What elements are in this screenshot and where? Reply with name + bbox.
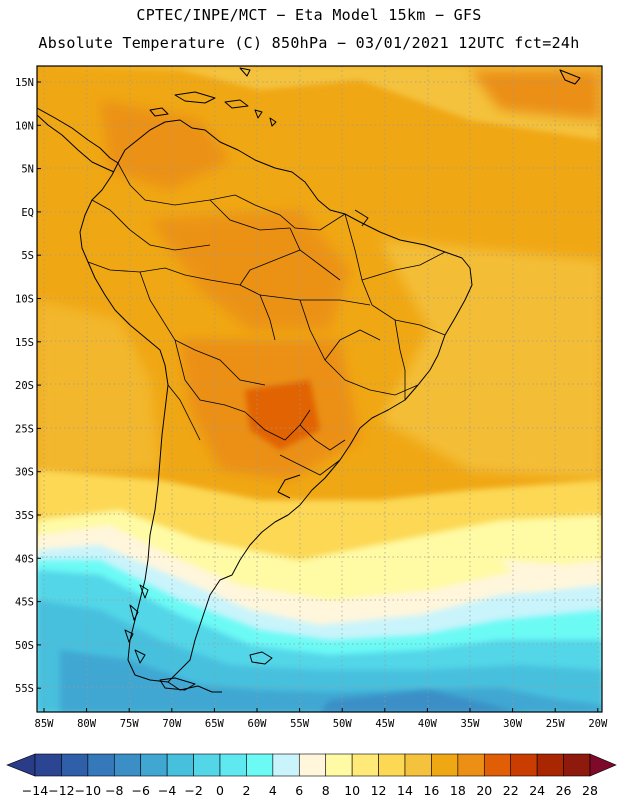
chart-title: CPTEC/INPE/MCT − Eta Model 15km − GFS xyxy=(136,6,482,24)
colorbar-label: 2 xyxy=(242,783,250,798)
lat-label: 40S xyxy=(15,553,34,565)
lat-label: 30S xyxy=(15,467,34,479)
colorbar-label: −14 xyxy=(22,783,48,798)
country-borders xyxy=(87,162,446,476)
colorbar-labels: −14 −12 −10 −8 −6 −4 −2 0 2 4 6 8 10 12 14 16 18 20 22 24 26… xyxy=(22,783,598,798)
lon-label: 55W xyxy=(290,718,310,730)
lat-label: 55S xyxy=(15,683,34,695)
lat-label: 45S xyxy=(15,597,34,609)
lon-label: 75W xyxy=(120,718,140,730)
colorbar-label: 8 xyxy=(322,783,330,798)
longitude-labels: 85W 80W 75W 70W 65W 60W 55W 50W 45W 40W 35W 30W 25W 2… xyxy=(35,708,608,730)
colorbar-swatch xyxy=(563,753,591,777)
lat-label: 35S xyxy=(15,510,34,522)
chart-subtitle: Absolute Temperature (C) 850hPa − 03/01/… xyxy=(38,34,580,52)
lon-label: 20W xyxy=(588,718,608,730)
colorbar-label: −8 xyxy=(105,783,123,798)
lat-label: 5S xyxy=(21,250,34,262)
lat-label: EQ xyxy=(21,207,34,219)
colorbar-label: 6 xyxy=(295,783,303,798)
lat-label: 10N xyxy=(15,120,34,132)
lon-label: 40W xyxy=(418,718,438,730)
colorbar-label: 26 xyxy=(556,783,572,798)
colorbar-over-arrow xyxy=(589,753,617,777)
lat-label: 10S xyxy=(15,294,34,306)
lon-label: 30W xyxy=(503,718,523,730)
colorbar-swatch xyxy=(34,753,62,777)
colorbar-label: −12 xyxy=(48,783,74,798)
colorbar-label: 28 xyxy=(582,783,598,798)
colorbar-label: −2 xyxy=(184,783,202,798)
colorbar-label: 10 xyxy=(344,783,360,798)
colorbar xyxy=(6,753,617,777)
lat-label: 50S xyxy=(15,640,34,652)
colorbar-swatch xyxy=(536,753,564,777)
lon-label: 70W xyxy=(162,718,182,730)
colorbar-swatch xyxy=(87,753,115,777)
lon-label: 50W xyxy=(333,718,353,730)
colorbar-label: −10 xyxy=(75,783,101,798)
lat-label: 25S xyxy=(15,423,34,435)
colorbar-swatch xyxy=(113,753,142,777)
colorbar-swatch xyxy=(246,753,274,777)
colorbar-label: −4 xyxy=(158,783,176,798)
temperature-field xyxy=(37,66,602,712)
lon-label: 65W xyxy=(205,718,225,730)
colorbar-label: 14 xyxy=(397,783,413,798)
colorbar-swatch xyxy=(272,753,300,777)
colorbar-label: 18 xyxy=(450,783,466,798)
latitude-labels: 15N 10N 5N EQ 5S 10S 15S 20S 25S 30S 35S 40S 45S 50S 5… xyxy=(15,77,41,695)
colorbar-swatch xyxy=(510,753,538,777)
colorbar-swatch xyxy=(61,753,89,777)
colorbar-swatch xyxy=(483,753,512,777)
colorbar-label: 16 xyxy=(423,783,439,798)
colorbar-swatch xyxy=(166,753,194,777)
colorbar-swatch xyxy=(298,753,327,777)
colorbar-label: 12 xyxy=(371,783,387,798)
colorbar-swatch xyxy=(457,753,485,777)
colorbar-swatch xyxy=(193,753,221,777)
lon-label: 35W xyxy=(461,718,481,730)
lon-label: 25W xyxy=(546,718,566,730)
colorbar-swatch xyxy=(219,753,247,777)
colorbar-swatch xyxy=(351,753,379,777)
colorbar-swatch xyxy=(325,753,353,777)
colorbar-swatch xyxy=(404,753,432,777)
colorbar-under-arrow xyxy=(6,753,36,777)
lat-label: 5N xyxy=(21,164,34,176)
colorbar-swatch xyxy=(431,753,459,777)
colorbar-label: 24 xyxy=(529,783,545,798)
colorbar-label: 20 xyxy=(476,783,492,798)
colorbar-label: −6 xyxy=(131,783,149,798)
lon-label: 80W xyxy=(77,718,97,730)
lon-label: 45W xyxy=(375,718,395,730)
map-frame xyxy=(36,65,603,713)
lon-label: 60W xyxy=(248,718,268,730)
lat-label: 15N xyxy=(15,77,34,89)
colorbar-label: 22 xyxy=(503,783,519,798)
colorbar-label: 4 xyxy=(269,783,277,798)
lon-label: 85W xyxy=(35,718,55,730)
colorbar-label: 0 xyxy=(216,783,224,798)
colorbar-swatch xyxy=(140,753,168,777)
lat-label: 15S xyxy=(15,337,34,349)
lat-label: 20S xyxy=(15,380,34,392)
colorbar-swatch xyxy=(378,753,406,777)
